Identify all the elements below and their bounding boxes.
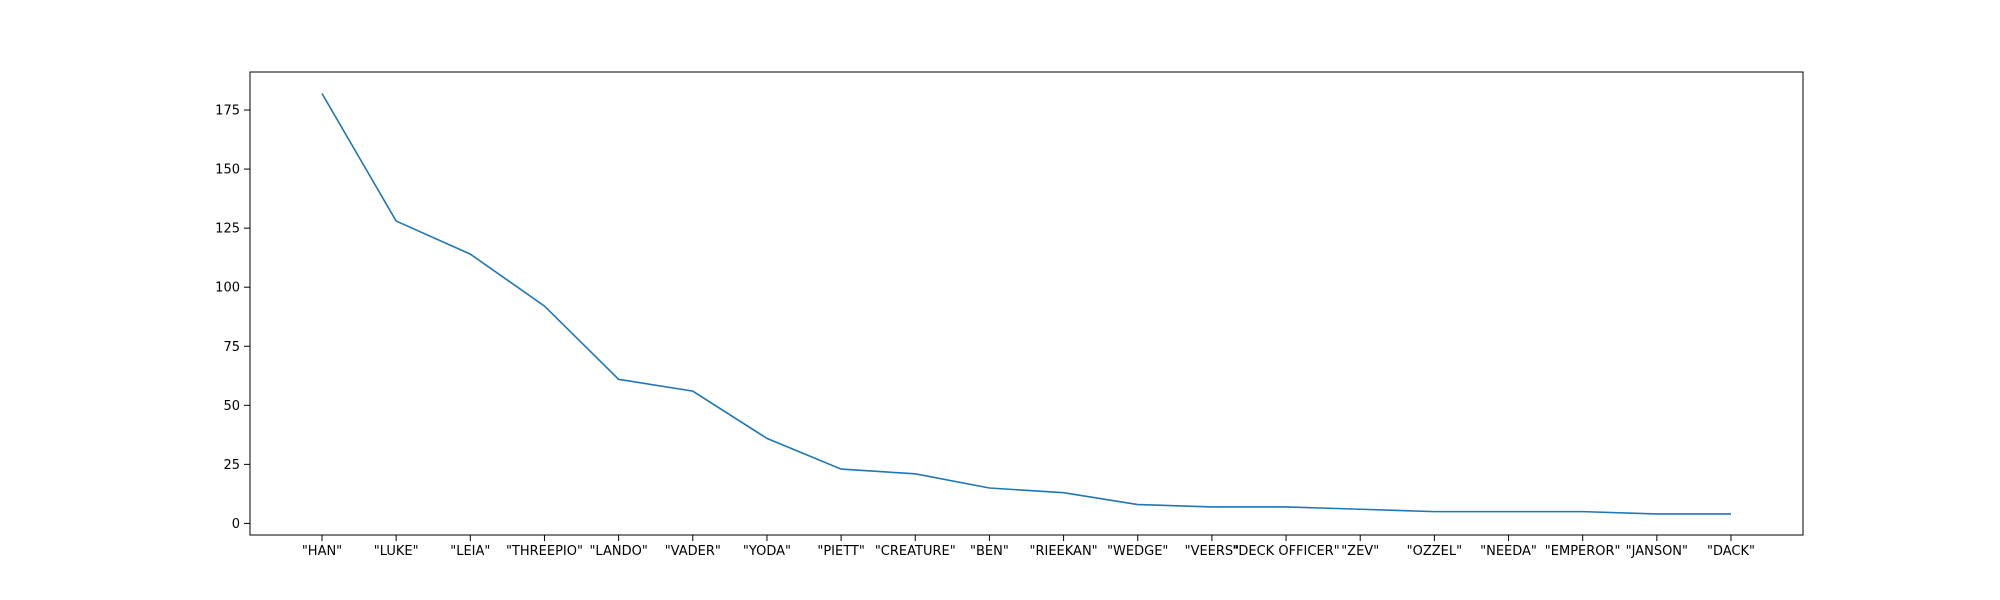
- x-tick-label-2: "LUKE": [374, 544, 419, 559]
- y-tick-label-25: 25: [223, 458, 240, 473]
- y-tick-label-175: 175: [215, 104, 240, 119]
- y-tick-label-125: 125: [215, 222, 240, 237]
- x-tick-label-9: "CREATURE": [875, 544, 956, 559]
- y-tick-label-100: 100: [215, 281, 240, 296]
- x-tick-label-3: "LEIA": [450, 544, 490, 559]
- x-tick-label-7: "YODA": [743, 544, 791, 559]
- x-tick-label-14: "DECK OFFICER": [1232, 544, 1339, 559]
- ticks-layer: [244, 109, 1732, 541]
- x-tick-label-13: "VEERS": [1185, 544, 1240, 559]
- labels-layer: 0 25 50 75 100 125 150 175 "HAN" "LUKE" "LEIA" "THR…: [215, 104, 1755, 559]
- x-tick-label-17: "NEEDA": [1480, 544, 1537, 559]
- x-tick-label-11: "RIEEKAN": [1029, 544, 1097, 559]
- axes-layer: [249, 71, 1804, 536]
- plot-layer: [321, 93, 1732, 515]
- x-tick-label-16: "OZZEL": [1407, 544, 1462, 559]
- x-tick-label-6: "VADER": [665, 544, 721, 559]
- x-tick-label-10: "BEN": [970, 544, 1009, 559]
- y-tick-label-150: 150: [215, 163, 240, 178]
- x-tick-label-4: "THREEPIO": [506, 544, 583, 559]
- x-tick-label-19: "JANSON": [1626, 544, 1688, 559]
- y-tick-label-50: 50: [223, 399, 240, 414]
- y-tick-label-0: 0: [232, 517, 240, 532]
- x-tick-label-1: "HAN": [302, 544, 342, 559]
- x-tick-label-18: "EMPEROR": [1545, 544, 1621, 559]
- x-tick-label-20: "DACK": [1707, 544, 1755, 559]
- x-tick-label-8: "PIETT": [817, 544, 865, 559]
- plot-frame: [249, 71, 1804, 536]
- x-tick-label-12: "WEDGE": [1107, 544, 1168, 559]
- x-tick-label-5: "LANDO": [589, 544, 647, 559]
- x-tick-label-15: "ZEV": [1341, 544, 1379, 559]
- y-tick-label-75: 75: [223, 340, 240, 355]
- series-line-1: [321, 93, 1731, 515]
